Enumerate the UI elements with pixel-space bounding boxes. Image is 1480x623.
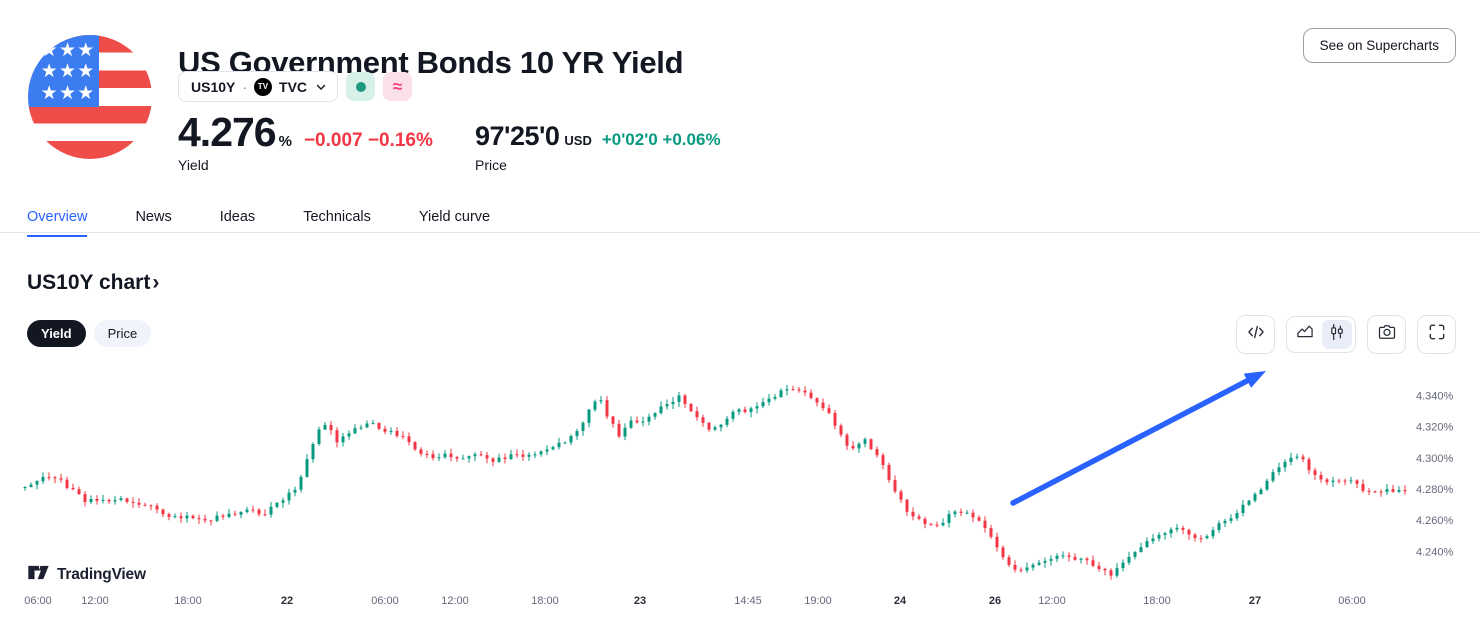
tab-technicals[interactable]: Technicals (303, 209, 371, 225)
area-chart-icon (1295, 322, 1315, 347)
approx-delay-badge[interactable]: ≈ (383, 72, 413, 101)
snapshot-button[interactable] (1367, 315, 1406, 354)
fullscreen-button[interactable] (1417, 315, 1456, 354)
price-change: +0'02'0 +0.06% (601, 130, 721, 149)
tab-overview[interactable]: Overview (27, 209, 88, 237)
x-axis-label: 22 (281, 595, 293, 607)
x-axis-label: 06:00 (1338, 595, 1366, 607)
symbol-chip-row: US10Y · TV TVC ≈ (178, 71, 413, 102)
fullscreen-icon (1427, 322, 1447, 347)
us-flag-icon: ★ ★ ★ ★ ★ ★ ★ ★ ★ (28, 35, 152, 159)
status-dot-icon (355, 81, 366, 92)
x-axis-label: 19:00 (804, 595, 832, 607)
chart-type-switch (1286, 316, 1356, 353)
chart-section-title: US10Y chart (27, 271, 151, 294)
x-axis-label: 12:00 (1038, 595, 1066, 607)
x-axis-label: 27 (1249, 595, 1261, 607)
toggle-yield-button[interactable]: Yield (27, 320, 86, 347)
trend-arrow-annotation[interactable] (1010, 371, 1266, 506)
code-icon (1246, 322, 1266, 347)
price-unit: USD (564, 133, 592, 148)
camera-icon (1377, 322, 1397, 347)
y-axis-label: 4.340% (1416, 390, 1454, 402)
yield-label: Yield (178, 157, 209, 173)
price-label: Price (475, 157, 507, 173)
y-axis-label: 4.300% (1416, 453, 1454, 465)
x-axis-label: 12:00 (441, 595, 469, 607)
see-on-supercharts-button[interactable]: See on Supercharts (1302, 28, 1456, 63)
y-axis-label: 4.320% (1416, 422, 1454, 434)
x-axis-label: 06:00 (371, 595, 399, 607)
yield-change: −0.007 −0.16% (303, 130, 433, 151)
chart-section-link[interactable]: US10Y chart› (27, 271, 159, 295)
chart-toolbar (1236, 315, 1456, 354)
y-axis[interactable]: 4.340% 4.320% 4.300% 4.280% 4.260% 4.240% (1416, 390, 1454, 558)
code-button[interactable] (1236, 315, 1275, 354)
tab-yield-curve[interactable]: Yield curve (418, 209, 491, 225)
yield-price-toggle: Yield Price (27, 320, 152, 347)
y-axis-label: 4.260% (1416, 515, 1454, 527)
yield-quote: 4.276 % −0.007 −0.16% Yield (178, 110, 433, 173)
x-axis-label: 12:00 (81, 595, 109, 607)
x-axis-label: 18:00 (174, 595, 202, 607)
tab-bar: Overview News Ideas Technicals Yield curve (27, 209, 490, 237)
candlestick-series (23, 385, 1407, 580)
symbol-code: US10Y (191, 78, 236, 95)
tradingview-logo-icon: TV (254, 77, 273, 96)
market-status-badge[interactable] (346, 72, 376, 101)
candlestick-chart-button[interactable] (1322, 320, 1352, 349)
tab-ideas[interactable]: Ideas (219, 209, 256, 225)
x-axis-label: 26 (989, 595, 1001, 607)
toggle-price-button[interactable]: Price (93, 320, 152, 347)
watermark-label: TradingView (57, 566, 146, 583)
tradingview-watermark[interactable]: TradingView (27, 561, 146, 589)
tabs-divider (0, 232, 1480, 233)
yield-value: 4.276 (178, 109, 277, 155)
x-axis-label: 18:00 (531, 595, 559, 607)
symbol-selector[interactable]: US10Y · TV TVC (178, 71, 339, 102)
yield-unit: % (278, 133, 292, 150)
exchange-code: TVC (279, 78, 308, 95)
area-chart-button[interactable] (1290, 320, 1320, 349)
y-axis-label: 4.240% (1416, 546, 1454, 558)
price-quote: 97'25'0 USD +0'02'0 +0.06% Price (475, 121, 721, 173)
x-axis-label: 06:00 (24, 595, 52, 607)
chevron-right-icon: › (152, 271, 160, 294)
tab-news[interactable]: News (135, 209, 172, 225)
chevron-down-icon (314, 80, 328, 94)
symbol-separator: · (242, 78, 248, 95)
x-axis-label: 18:00 (1143, 595, 1171, 607)
y-axis-label: 4.280% (1416, 484, 1454, 496)
candlestick-icon (1327, 322, 1347, 347)
flag-canton: ★ ★ ★ ★ ★ ★ ★ ★ ★ (28, 35, 99, 107)
x-axis-label: 23 (634, 595, 646, 607)
x-axis-label: 24 (894, 595, 907, 607)
tradingview-logo-glyph-icon (27, 561, 50, 589)
x-axis-label: 14:45 (734, 595, 762, 607)
x-axis[interactable]: 06:00 12:00 18:00 22 06:00 12:00 18:00 23 14:45 1… (24, 595, 1366, 607)
approx-icon: ≈ (392, 76, 403, 96)
price-value: 97'25'0 (475, 121, 560, 151)
